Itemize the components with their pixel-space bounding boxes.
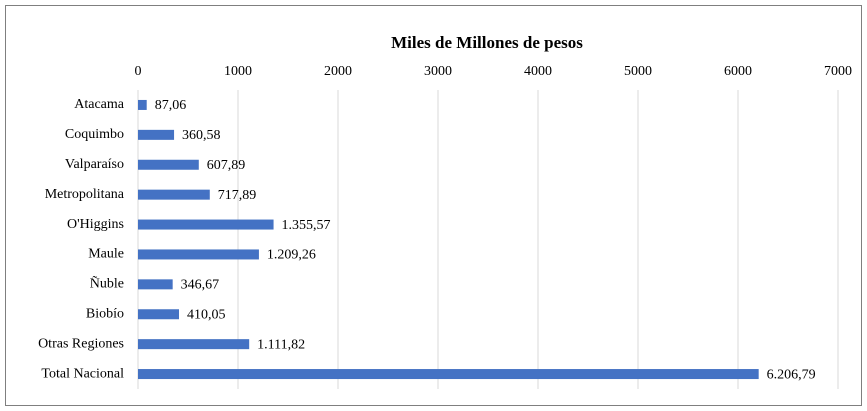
x-tick-label: 2000 [324, 64, 352, 79]
x-tick-label: 1000 [224, 64, 252, 79]
bar [138, 249, 259, 260]
y-tick-label: Valparaíso [65, 157, 124, 172]
x-tick-label: 6000 [724, 64, 752, 79]
y-tick-label: Metropolitana [45, 187, 125, 202]
chart-border [5, 5, 862, 406]
bar [138, 279, 173, 290]
y-tick-label: Atacama [74, 97, 125, 112]
x-tick-label: 0 [135, 64, 142, 79]
y-tick-label: Total Nacional [41, 366, 124, 381]
data-label: 1.111,82 [257, 337, 305, 352]
y-tick-label: O'Higgins [67, 217, 124, 232]
x-tick-label: 4000 [524, 64, 552, 79]
y-tick-label: Coquimbo [65, 127, 124, 142]
bar [138, 159, 199, 170]
chart-title: Miles de Millones de pesos [391, 33, 583, 52]
y-tick-label: Ñuble [90, 276, 124, 292]
x-tick-label: 3000 [424, 64, 452, 79]
y-tick-label: Maule [88, 247, 124, 262]
data-label: 1.355,57 [282, 218, 331, 233]
bar [138, 99, 147, 110]
x-tick-label: 7000 [824, 64, 852, 79]
bar [138, 219, 274, 230]
data-label: 410,05 [187, 307, 226, 322]
bar [138, 189, 210, 200]
y-tick-label: Biobío [86, 306, 124, 321]
data-label: 607,89 [207, 158, 246, 173]
y-tick-label: Otras Regiones [38, 336, 124, 351]
bar [138, 369, 759, 380]
bar [138, 129, 175, 140]
data-label: 717,89 [218, 188, 257, 203]
data-label: 360,58 [182, 128, 221, 143]
data-label: 346,67 [181, 278, 220, 293]
data-label: 1.209,26 [267, 248, 316, 263]
bar [138, 339, 250, 350]
bar [138, 309, 180, 320]
data-label: 87,06 [155, 98, 187, 113]
x-tick-label: 5000 [624, 64, 652, 79]
data-label: 6.206,79 [767, 367, 816, 382]
